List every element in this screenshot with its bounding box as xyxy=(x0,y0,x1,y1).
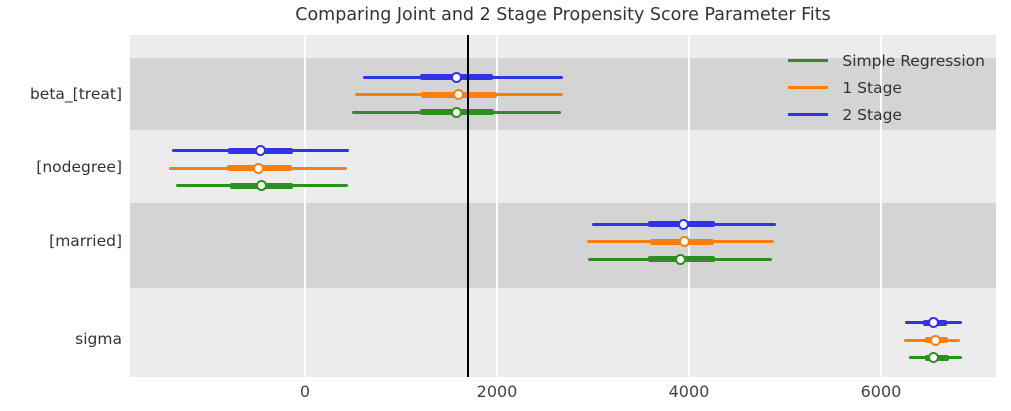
median-marker xyxy=(928,352,940,363)
row-band-married xyxy=(130,203,996,288)
median-marker xyxy=(451,71,463,83)
legend-line-swatch xyxy=(788,86,829,89)
legend-item: 2 Stage xyxy=(788,105,985,124)
y-axis-label: [nodegree] xyxy=(36,158,122,176)
reference-line xyxy=(467,35,470,377)
y-axis-label: beta_[treat] xyxy=(29,84,122,103)
plot-area: Simple Regression 1 Stage 2 Stage xyxy=(130,35,996,377)
median-marker xyxy=(255,145,267,156)
chart-title: Comparing Joint and 2 Stage Propensity S… xyxy=(295,5,831,25)
median-marker xyxy=(451,106,463,118)
median-marker xyxy=(256,180,268,191)
median-marker xyxy=(677,218,689,230)
median-marker xyxy=(675,253,687,265)
legend-item: Simple Regression xyxy=(788,51,985,70)
gridline-6000 xyxy=(879,35,882,377)
median-marker xyxy=(253,162,265,174)
x-tick-label: 4000 xyxy=(668,382,710,401)
gridline-2000 xyxy=(496,35,498,377)
y-axis-label: [married] xyxy=(49,231,122,250)
y-axis-labels: beta_[treat] [nodegree] [married] sigma xyxy=(0,0,122,411)
y-axis-label: sigma xyxy=(75,330,122,348)
gridline-4000 xyxy=(687,35,690,377)
gridline-0 xyxy=(304,35,306,377)
median-marker xyxy=(453,89,465,100)
legend-line-swatch xyxy=(788,59,829,62)
legend-label: Simple Regression xyxy=(842,51,985,70)
x-tick-label: 2000 xyxy=(476,382,518,401)
legend-line-swatch xyxy=(788,113,829,116)
median-marker xyxy=(929,334,941,346)
x-tick-label: 6000 xyxy=(860,382,902,401)
x-tick-label: 0 xyxy=(299,382,311,401)
median-marker xyxy=(678,236,690,247)
legend-label: 2 Stage xyxy=(842,105,902,124)
legend: Simple Regression 1 Stage 2 Stage xyxy=(788,51,985,132)
median-marker xyxy=(928,317,940,328)
legend-label: 1 Stage xyxy=(842,78,902,97)
x-axis-ticks: 0 2000 4000 6000 xyxy=(130,382,996,404)
legend-item: 1 Stage xyxy=(788,78,985,97)
